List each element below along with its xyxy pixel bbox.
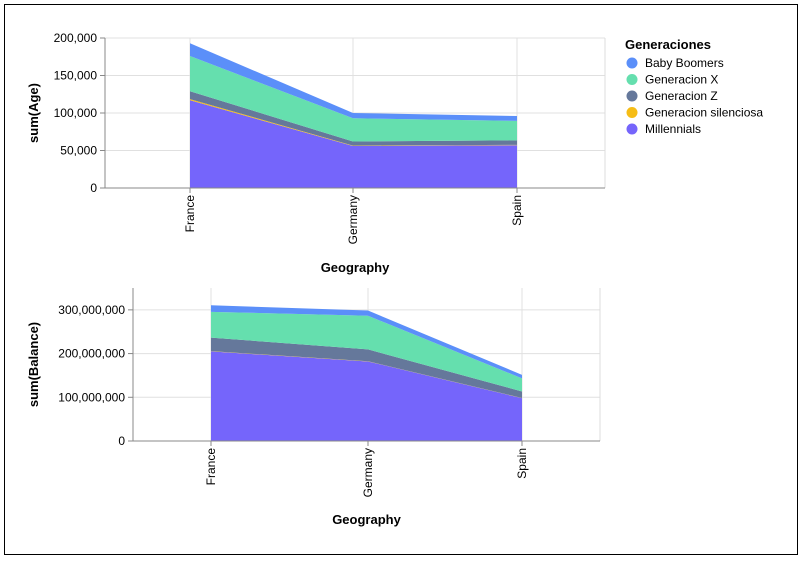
chart-1: 200,000 150,000 100,000 50,000 0 France German… [26, 31, 606, 275]
area-generacion-x [211, 311, 522, 392]
legend-label: Generacion Z [645, 89, 718, 103]
y-tick-label: 0 [90, 181, 97, 195]
y-tick-label: 0 [118, 434, 125, 448]
x-axis-title: Geography [332, 512, 401, 527]
y-tick-label: 300,000,000 [58, 303, 125, 317]
x-tick-label: France [204, 448, 218, 486]
chart-2: 300,000,000 200,000,000 100,000,000 0 France… [26, 288, 601, 527]
x-tick-label: Germany [361, 448, 375, 497]
legend-swatch [626, 107, 638, 118]
chart-frame: 200,000 150,000 100,000 50,000 0 France German… [4, 4, 798, 555]
legend-item: Millennials [626, 122, 701, 136]
x-tick-label: France [183, 195, 197, 233]
legend-title: Generaciones [625, 37, 711, 52]
x-tick-label: Spain [515, 448, 529, 479]
legend-swatch [626, 123, 638, 135]
legend-label: Generacion silenciosa [645, 106, 763, 120]
y-tick-label: 150,000 [54, 69, 98, 83]
chart-canvas: 200,000 150,000 100,000 50,000 0 France German… [26, 31, 763, 527]
legend-swatch [626, 74, 638, 85]
y-axis-title: sum(Balance) [26, 322, 41, 407]
legend-label: Generacion X [645, 73, 718, 87]
area-baby-boomers [211, 305, 522, 379]
area-generacion-x [190, 56, 517, 142]
legend-item: Generacion Z [626, 89, 718, 103]
y-axis-title: sum(Age) [26, 83, 41, 143]
legend-label: Millennials [645, 122, 701, 136]
legend-swatch [626, 90, 638, 102]
y-tick-label: 100,000 [54, 106, 98, 120]
x-tick-label: Spain [510, 195, 524, 226]
legend-item: Generacion X [626, 73, 718, 87]
legend: Generaciones Baby Boomers Generacion X Gene… [625, 37, 763, 136]
area-generacion-z [211, 337, 522, 399]
y-tick-label: 100,000,000 [58, 390, 125, 404]
area-millennials [211, 351, 522, 441]
legend-label: Baby Boomers [645, 56, 724, 70]
legend-item: Baby Boomers [626, 56, 724, 70]
legend-item: Generacion silenciosa [626, 106, 763, 120]
area-millennials [190, 100, 517, 188]
y-tick-label: 200,000 [54, 31, 98, 45]
legend-swatch [626, 57, 638, 69]
x-tick-label: Germany [346, 195, 360, 244]
x-axis-title: Geography [321, 260, 390, 275]
y-tick-label: 200,000,000 [58, 347, 125, 361]
y-tick-label: 50,000 [60, 144, 97, 158]
